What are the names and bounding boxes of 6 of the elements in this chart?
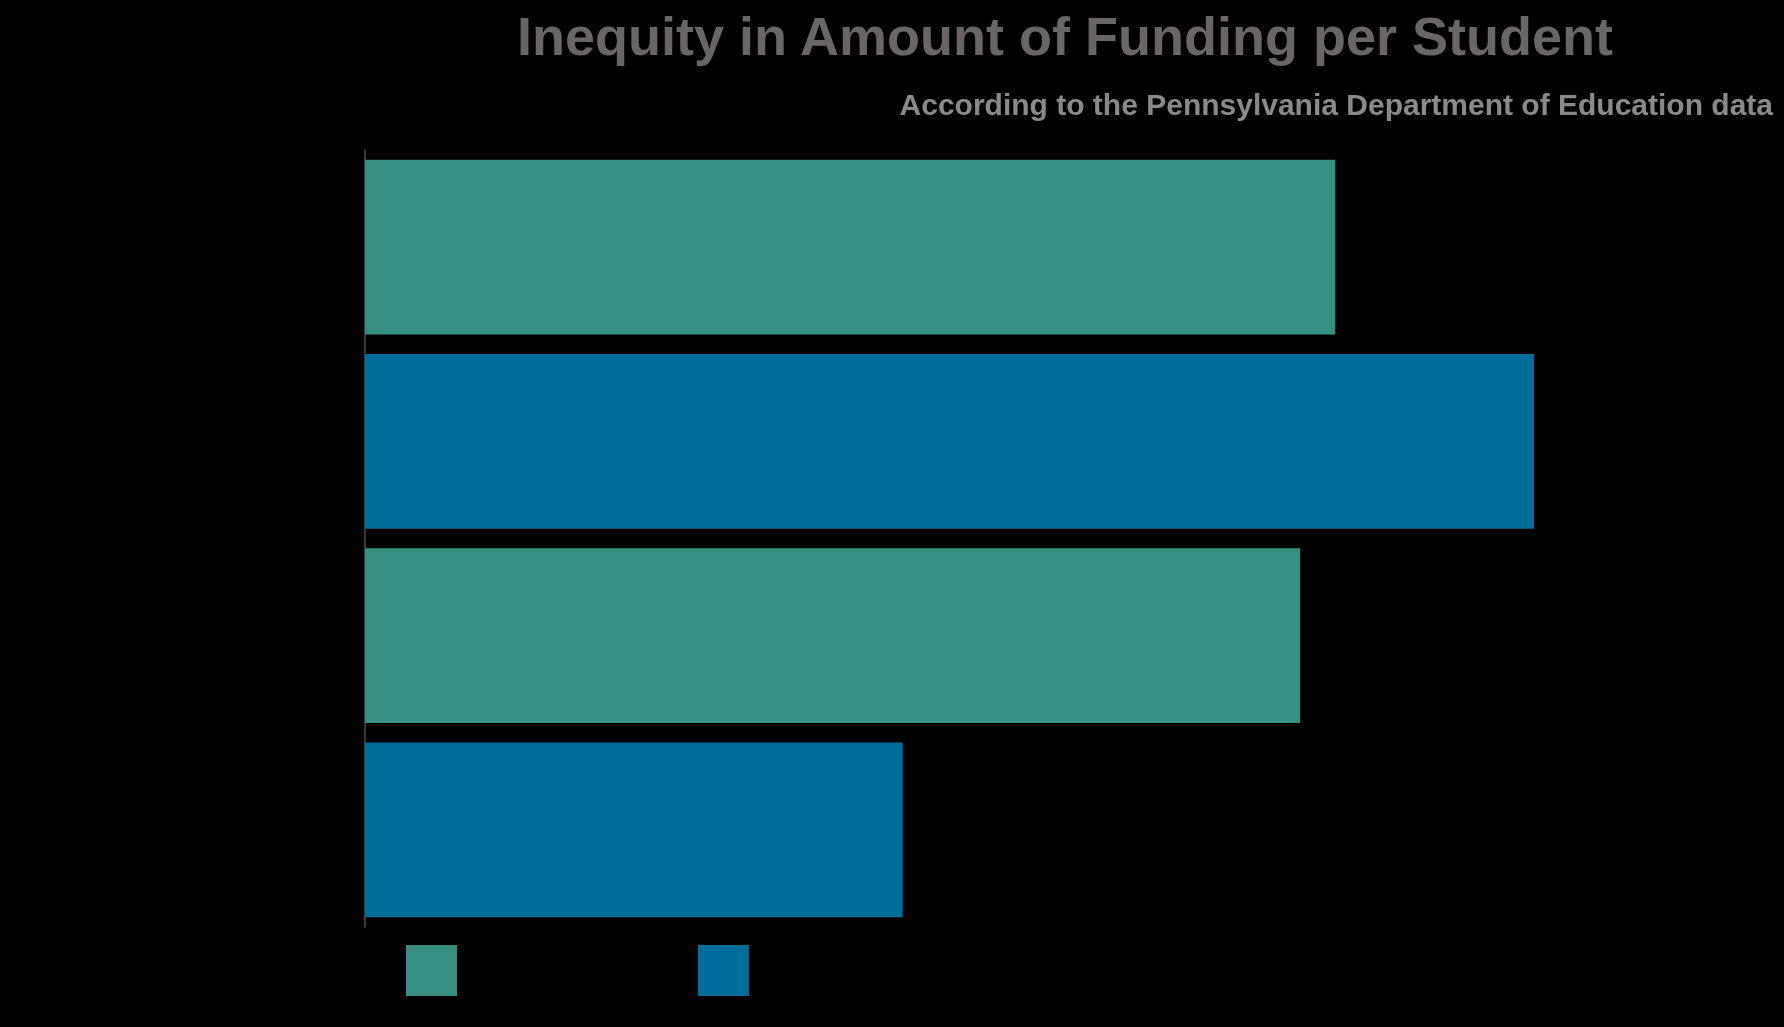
bar — [365, 353, 1534, 529]
chart-subtitle: According to the Pennsylvania Department of Education data — [899, 87, 1774, 121]
bar — [365, 742, 903, 918]
bar — [365, 159, 1336, 335]
chart-title: Inequity in Amount of Funding per Student — [517, 6, 1613, 66]
bar — [365, 548, 1301, 724]
